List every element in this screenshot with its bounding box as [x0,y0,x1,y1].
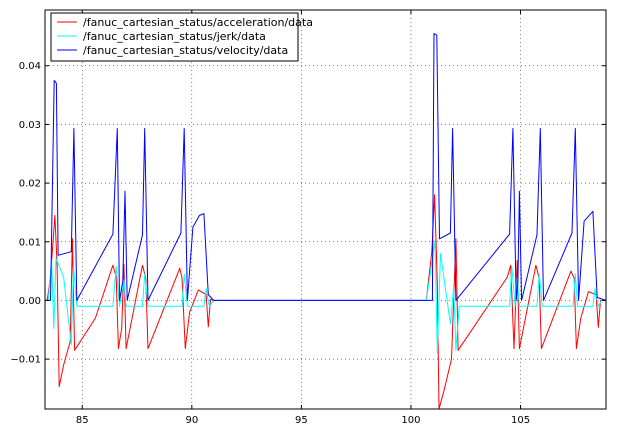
axis-ticks: 85 90 95 100 105 −0.01 0.00 0.01 0.02 0.03 0.04 [10,10,606,426]
legend-box [50,12,299,62]
y-tick-label: 0.00 [19,296,41,307]
legend-label-0: /fanuc_cartesian_status/acceleration/dat… [83,16,313,29]
legend-label-2: /fanuc_cartesian_status/velocity/data [83,44,288,57]
series-line-0 [45,194,606,409]
y-tick-label: 0.02 [19,179,41,190]
x-tick-label: 105 [511,415,530,426]
x-tick-label: 90 [185,415,198,426]
plot-frame [44,9,607,410]
series-lines [45,33,606,409]
legend-label-1: /fanuc_cartesian_status/jerk/data [83,30,266,43]
series-line-2 [45,33,606,301]
y-tick-label: 0.04 [19,61,41,72]
y-tick-label: −0.01 [10,355,41,366]
x-tick-label: 85 [76,415,89,426]
y-tick-label: 0.01 [19,237,41,248]
x-tick-label: 100 [401,415,420,426]
x-tick-label: 95 [295,415,308,426]
legend: /fanuc_cartesian_status/acceleration/dat… [50,12,313,62]
y-tick-label: 0.03 [19,120,41,131]
